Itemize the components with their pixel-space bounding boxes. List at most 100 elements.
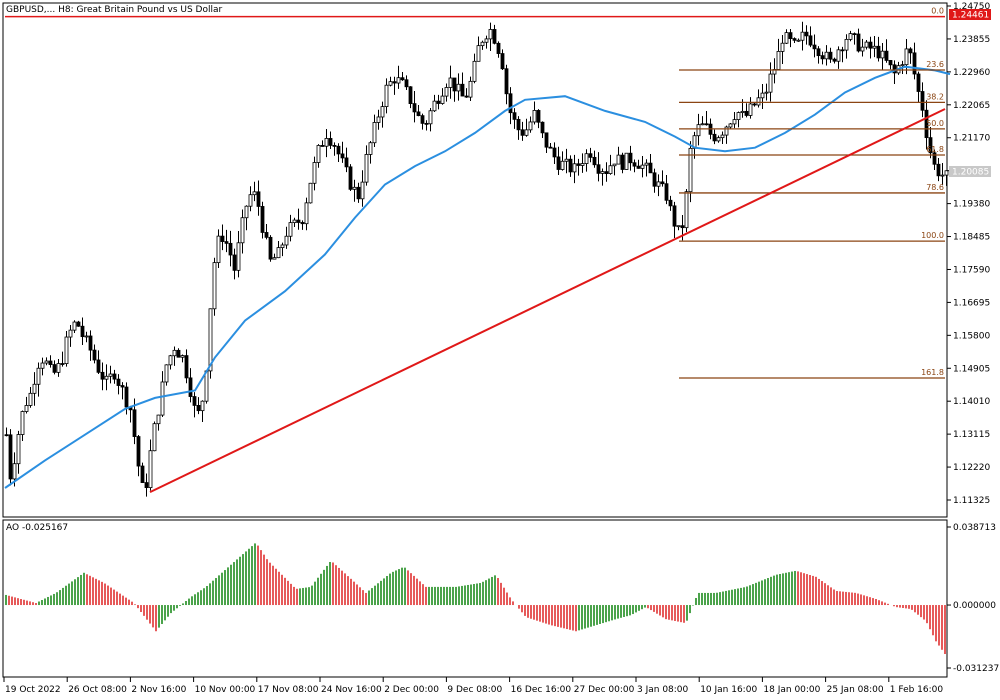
candle-body [600, 171, 605, 174]
candle-body [156, 414, 161, 425]
candle-body [212, 262, 217, 310]
candle-body [788, 32, 793, 39]
candle-body [488, 29, 493, 40]
candle-body [928, 137, 933, 154]
price-tick-label: 1.14905 [953, 364, 990, 374]
candle-body [876, 45, 881, 59]
candle-body [820, 55, 825, 60]
candle-body [68, 329, 73, 338]
candle-body [564, 158, 569, 162]
candle-body [736, 112, 741, 120]
time-axis: 19 Oct 2022 26 Oct 08:00 2 Nov 16:00 10 Nov… [3, 677, 944, 695]
candle-body [688, 147, 693, 193]
fibonacci-level-label: 38.2 [926, 92, 944, 101]
price-tick-label: 1.12220 [953, 463, 990, 473]
candle-body [376, 116, 381, 123]
candle-body [672, 205, 677, 227]
candle-body [704, 123, 709, 126]
price-tick-label: 1.18485 [953, 233, 990, 243]
candle-body [500, 53, 505, 70]
candle-body [348, 166, 353, 190]
candle-body [284, 235, 289, 246]
candle-body [116, 378, 121, 386]
candle-body [456, 83, 461, 92]
candle-body [796, 39, 801, 42]
candle-body [872, 45, 877, 49]
candle-body [332, 145, 337, 147]
time-tick-label: 19 Oct 2022 [5, 685, 61, 695]
candle-body [756, 97, 761, 106]
candle-body [308, 182, 313, 204]
candle-body [236, 242, 241, 271]
candle-body [188, 377, 193, 397]
candle-body [620, 154, 625, 170]
price-window-frame [2, 2, 948, 518]
candle-body [904, 48, 909, 66]
candle-body [808, 35, 813, 46]
candle-body [96, 359, 101, 373]
candle-body [748, 103, 753, 116]
candle-body [412, 103, 417, 113]
candle-body [636, 165, 641, 169]
candle-body [760, 92, 765, 99]
fibonacci-layer[interactable]: 0.0 23.6 38.2 50.0 61.8 78.6 100.0 161.8 [5, 7, 945, 379]
candle-body [300, 222, 305, 225]
candle-body [124, 386, 129, 408]
candle-body [232, 254, 237, 271]
candle-body [944, 170, 949, 176]
ao-axis: 0.038713 0.000000 -0.031237 [947, 523, 999, 674]
candle-body [684, 191, 689, 229]
fibonacci-level-label: 50.0 [926, 119, 944, 128]
price-tick-label: 1.15800 [953, 331, 990, 341]
candle-body [464, 95, 469, 98]
time-tick-label: 2 Dec 00:00 [384, 685, 439, 695]
candle-body [616, 154, 621, 165]
candle-body [328, 138, 333, 146]
candle-body [372, 122, 377, 144]
candle-body [320, 145, 325, 147]
candle-body [248, 194, 253, 207]
candle-body [336, 145, 341, 155]
fibonacci-level-label: 100.0 [921, 231, 944, 240]
candle-body [864, 41, 869, 48]
candle-body [776, 51, 781, 70]
candle-body [44, 360, 49, 364]
time-tick-label: 10 Jan 16:00 [700, 685, 757, 695]
candle-body [884, 50, 889, 61]
candle-body [484, 38, 489, 43]
candle-body [816, 48, 821, 57]
candle-body [628, 152, 633, 164]
candle-body [624, 152, 629, 170]
candle-body [112, 373, 117, 380]
candle-body [52, 364, 57, 373]
candle-body [508, 93, 513, 114]
candle-body [32, 383, 37, 394]
fibonacci-level-label: 61.8 [926, 145, 944, 154]
candle-body [4, 434, 9, 437]
candle-body [528, 121, 533, 131]
candle-body [448, 77, 453, 88]
time-tick-label: 1 Feb 16:00 [890, 685, 944, 695]
ao-tick-label: 0.038713 [953, 523, 996, 533]
time-tick-label: 27 Dec 00:00 [574, 685, 635, 695]
candle-body [316, 145, 321, 163]
candle-body [164, 364, 169, 383]
trend-line [149, 108, 946, 493]
candle-body [272, 257, 277, 260]
candle-body [60, 363, 65, 365]
time-tick-label: 17 Nov 08:00 [258, 685, 319, 695]
candle-body [512, 112, 517, 120]
candle-body [892, 64, 897, 74]
trend-line-layer[interactable] [149, 108, 946, 493]
candle-body [416, 111, 421, 117]
candle-body [588, 153, 593, 158]
candle-body [648, 162, 653, 174]
candle-body [356, 186, 361, 200]
candle-body [324, 138, 329, 147]
candle-body [640, 164, 645, 169]
symbol-title: GBPUSD,... H8: Great Britain Pound vs US… [6, 5, 222, 15]
candle-body [844, 38, 849, 51]
candle-body [192, 396, 197, 406]
candle-body [712, 133, 717, 142]
